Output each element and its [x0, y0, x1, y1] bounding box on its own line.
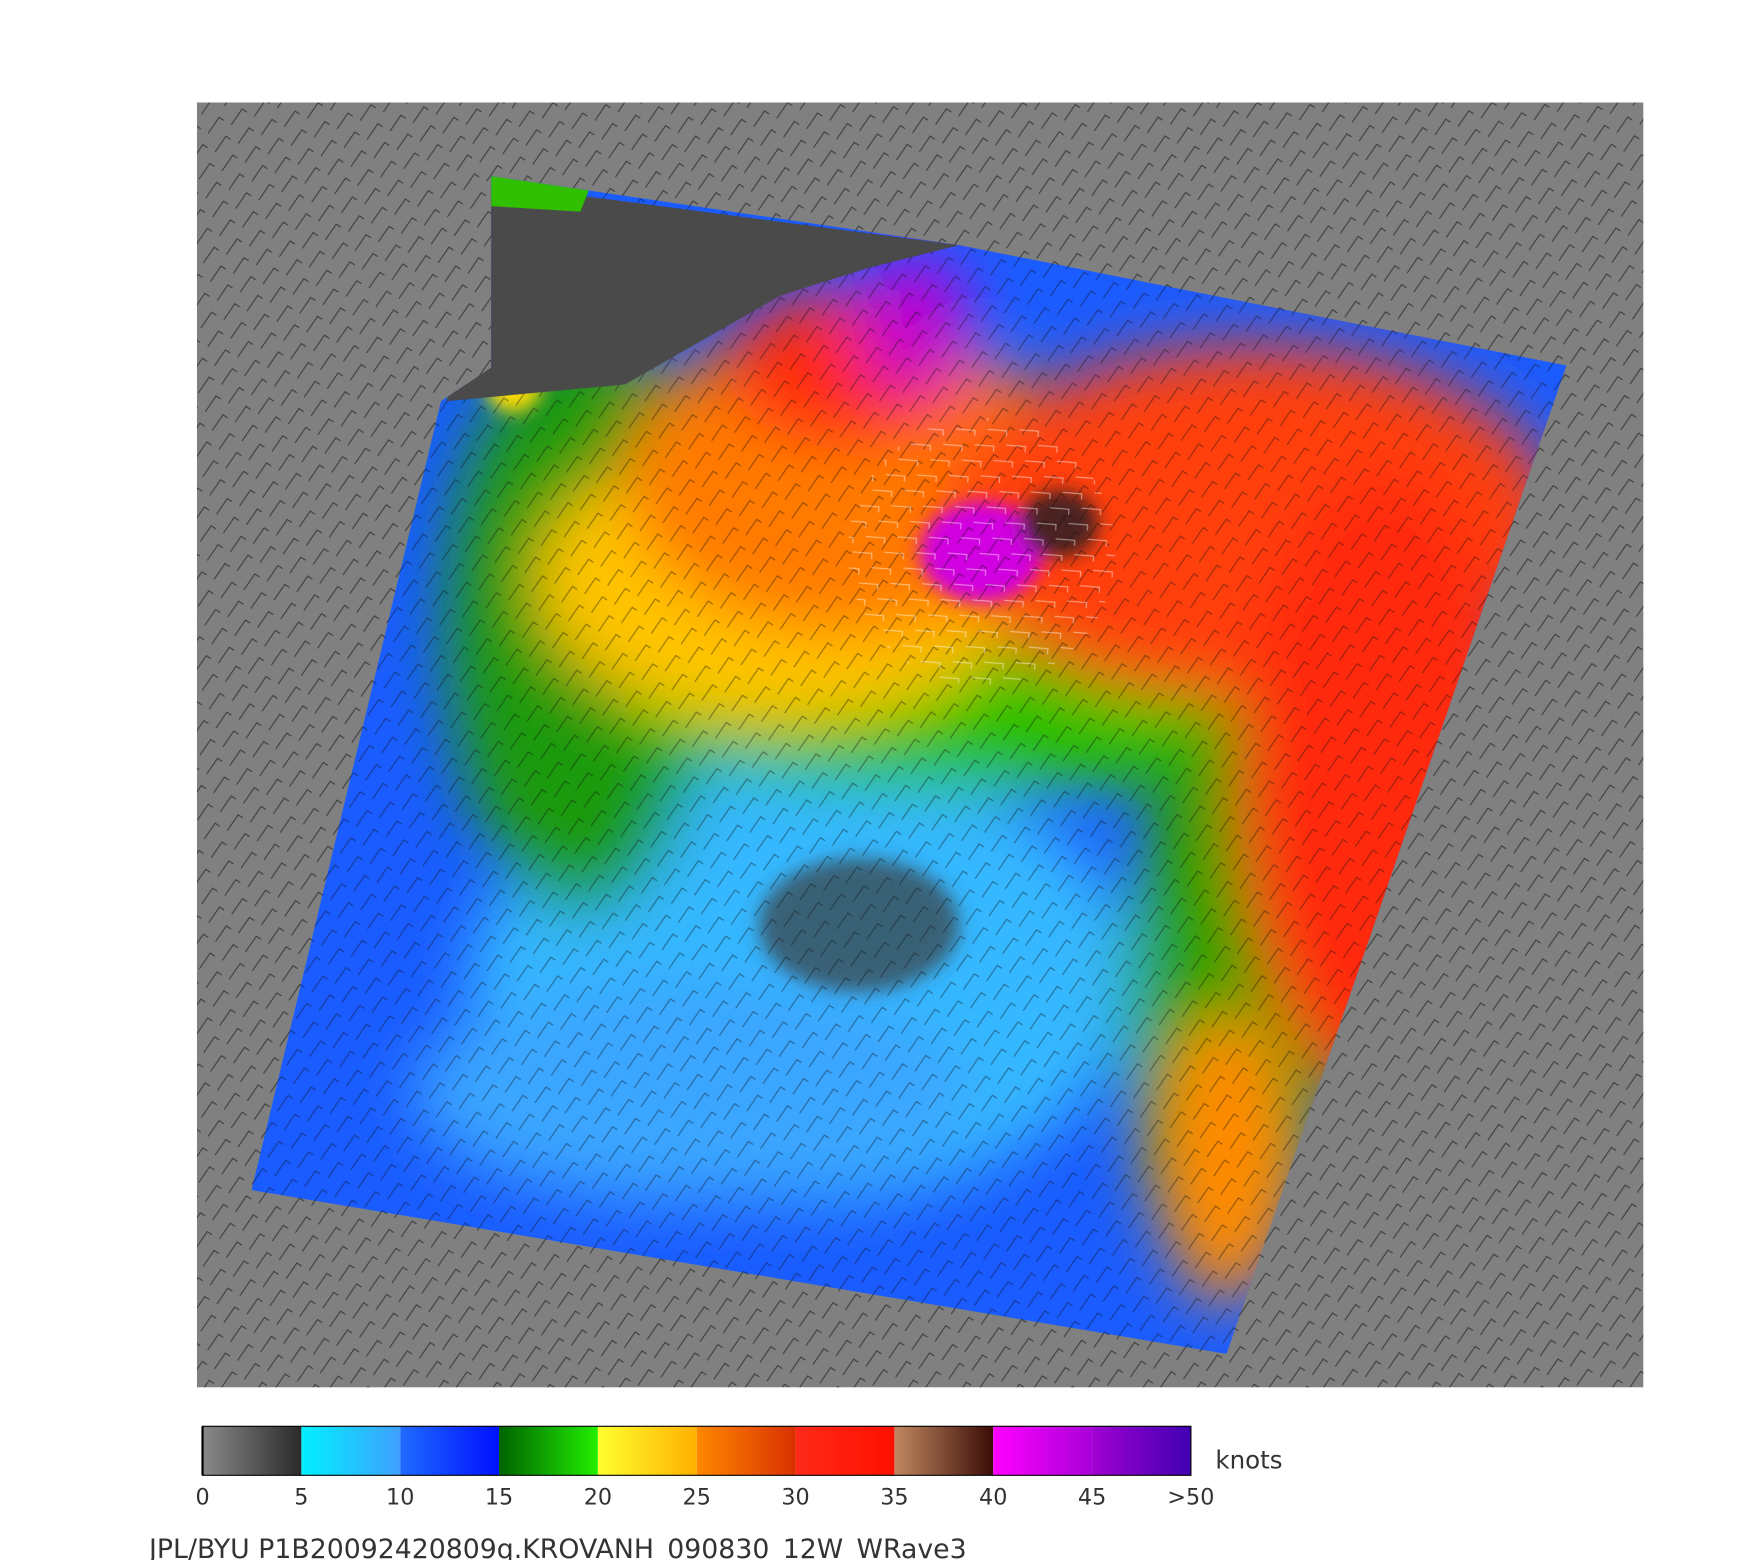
- wind-map: [196, 102, 1644, 1388]
- colorbar-tick-label: 5: [294, 1484, 308, 1510]
- colorbar-tick-label: 45: [1078, 1484, 1106, 1510]
- colorbar-tick-label: >50: [1167, 1484, 1214, 1510]
- colorbar-segment: [400, 1426, 500, 1476]
- colorbar-segment: [993, 1426, 1093, 1476]
- colorbar-segment: [696, 1426, 796, 1476]
- caption: JPL/BYU P1B20092420809q.KROVANH_090830_1…: [147, 1534, 967, 1560]
- colorbar-segment: [1092, 1426, 1191, 1476]
- colorbar-tick-label: 35: [880, 1484, 908, 1510]
- colorbar-tick-label: 15: [485, 1484, 513, 1510]
- colorbar: 0 5 10 15 20 25 30 35 40 45 >50: [195, 1425, 1214, 1510]
- colorbar-tick-label: 25: [683, 1484, 711, 1510]
- colorbar-segment: [301, 1426, 401, 1476]
- colorbar-tick-label: 30: [781, 1484, 809, 1510]
- colorbar-segment: [894, 1426, 994, 1476]
- colorbar-segment: [795, 1426, 895, 1476]
- colorbar-tick-label: 40: [979, 1484, 1007, 1510]
- colorbar-unit: knots: [1215, 1446, 1282, 1475]
- wind-swath: [251, 176, 1567, 1354]
- colorbar-tick-label: 20: [584, 1484, 612, 1510]
- colorbar-segment: [202, 1426, 302, 1476]
- colorbar-segment: [499, 1426, 598, 1476]
- colorbar-tick-label: 10: [386, 1484, 414, 1510]
- colorbar-tick-label: 0: [195, 1484, 209, 1510]
- colorbar-segment: [597, 1426, 697, 1476]
